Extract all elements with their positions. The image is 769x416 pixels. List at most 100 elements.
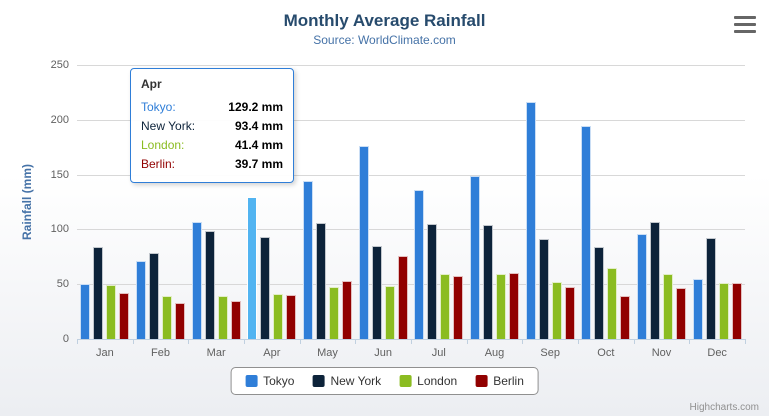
tooltip-series-value: 41.4 mm <box>234 138 283 152</box>
column-london[interactable] <box>607 267 618 339</box>
column-tokyo[interactable] <box>247 197 258 339</box>
column-tokyo[interactable] <box>637 234 647 339</box>
column-tokyo[interactable] <box>414 190 425 339</box>
x-axis-label: Nov <box>651 347 672 359</box>
tooltip-series-value: 39.7 mm <box>234 157 283 171</box>
column-london[interactable] <box>663 274 673 339</box>
column-new-york[interactable] <box>316 222 326 339</box>
tooltip-row: Berlin: 39.7 mm <box>141 155 283 174</box>
column-berlin[interactable] <box>175 302 185 339</box>
column-new-york[interactable] <box>594 247 605 339</box>
hamburger-line <box>734 23 756 26</box>
column-new-york[interactable] <box>427 223 438 339</box>
column-new-york[interactable] <box>538 239 549 339</box>
x-axis-tick <box>299 339 301 344</box>
tooltip-series-name: Tokyo: <box>141 100 176 114</box>
column-new-york[interactable] <box>371 246 382 339</box>
column-tokyo[interactable] <box>191 222 202 339</box>
legend-item-london[interactable]: London <box>399 374 457 388</box>
column-berlin[interactable] <box>230 301 241 339</box>
export-menu-icon[interactable] <box>734 16 756 33</box>
tooltip-row: London: 41.4 mm <box>141 136 283 155</box>
column-london[interactable] <box>273 293 284 339</box>
tooltip-series-name: New York: <box>141 119 196 133</box>
column-berlin[interactable] <box>676 287 686 339</box>
x-axis-label: Feb <box>151 347 170 359</box>
plot-area <box>77 65 745 340</box>
column-tokyo[interactable] <box>358 146 369 339</box>
x-axis-tick <box>578 339 579 344</box>
column-london[interactable] <box>162 296 172 339</box>
legend: Tokyo New York London Berlin <box>230 367 539 395</box>
tooltip-header: Apr <box>141 77 162 91</box>
credits-link[interactable]: Highcharts.com <box>689 402 759 413</box>
column-london[interactable] <box>440 274 451 339</box>
column-new-york[interactable] <box>93 247 104 339</box>
legend-label: New York <box>330 374 382 388</box>
column-tokyo[interactable] <box>303 181 313 339</box>
y-axis-label: 100 <box>50 223 69 236</box>
column-new-york[interactable] <box>650 222 660 339</box>
hamburger-line <box>734 16 756 19</box>
column-berlin[interactable] <box>119 292 130 339</box>
legend-swatch <box>245 375 258 387</box>
x-axis-label: Oct <box>597 347 615 359</box>
column-tokyo[interactable] <box>136 260 146 339</box>
column-london[interactable] <box>496 273 506 339</box>
column-tokyo[interactable] <box>692 279 703 339</box>
column-berlin[interactable] <box>620 296 631 339</box>
tooltip-series-name: London: <box>141 138 185 152</box>
column-london[interactable] <box>329 287 339 339</box>
column-tokyo[interactable] <box>581 126 592 339</box>
column-berlin[interactable] <box>564 286 575 339</box>
x-axis-label: Jan <box>95 347 114 359</box>
column-london[interactable] <box>718 282 729 339</box>
x-axis-tick <box>466 339 468 344</box>
column-london[interactable] <box>384 286 395 339</box>
x-axis-tick <box>745 339 746 344</box>
column-tokyo[interactable] <box>470 176 480 339</box>
column-new-york[interactable] <box>483 224 493 339</box>
x-axis-label: Sep <box>540 347 560 359</box>
column-london[interactable] <box>217 295 228 339</box>
legend-label: Tokyo <box>263 374 295 388</box>
legend-item-berlin[interactable]: Berlin <box>475 374 524 388</box>
column-new-york[interactable] <box>204 231 215 339</box>
x-axis-tick <box>689 339 691 344</box>
x-axis-tick <box>355 339 357 344</box>
column-london[interactable] <box>106 285 117 339</box>
x-axis-tick <box>132 339 134 344</box>
legend-item-new-york[interactable]: New York <box>312 374 381 388</box>
legend-label: Berlin <box>493 374 524 388</box>
gridline <box>77 174 745 176</box>
gridline <box>77 284 745 286</box>
gridline <box>77 229 745 231</box>
column-new-york[interactable] <box>149 252 159 339</box>
column-london[interactable] <box>551 281 562 339</box>
column-berlin[interactable] <box>342 281 352 339</box>
x-axis-label: Jun <box>374 347 393 359</box>
y-axis-label: 50 <box>56 278 69 291</box>
column-new-york[interactable] <box>260 236 271 339</box>
column-berlin[interactable] <box>453 276 464 339</box>
legend-label: London <box>417 374 458 388</box>
tooltip-series-name: Berlin: <box>141 157 176 171</box>
x-axis-tick <box>633 339 635 344</box>
tooltip-row: Tokyo: 129.2 mm <box>141 98 283 117</box>
column-tokyo[interactable] <box>525 101 536 339</box>
tooltip-rows: Tokyo: 129.2 mm New York: 93.4 mm London: 41.… <box>141 98 283 174</box>
column-berlin[interactable] <box>286 295 297 339</box>
gridline <box>77 119 745 121</box>
legend-item-tokyo[interactable]: Tokyo <box>245 374 294 388</box>
column-new-york[interactable] <box>705 237 716 339</box>
tooltip-series-value: 129.2 mm <box>228 100 283 114</box>
x-axis-tick <box>188 339 190 344</box>
tooltip-row: New York: 93.4 mm <box>141 117 283 136</box>
column-berlin[interactable] <box>731 282 742 339</box>
legend-swatch <box>475 375 488 387</box>
column-berlin[interactable] <box>397 256 408 339</box>
column-tokyo[interactable] <box>80 284 91 339</box>
x-axis-tick <box>411 339 412 344</box>
column-berlin[interactable] <box>509 272 519 339</box>
